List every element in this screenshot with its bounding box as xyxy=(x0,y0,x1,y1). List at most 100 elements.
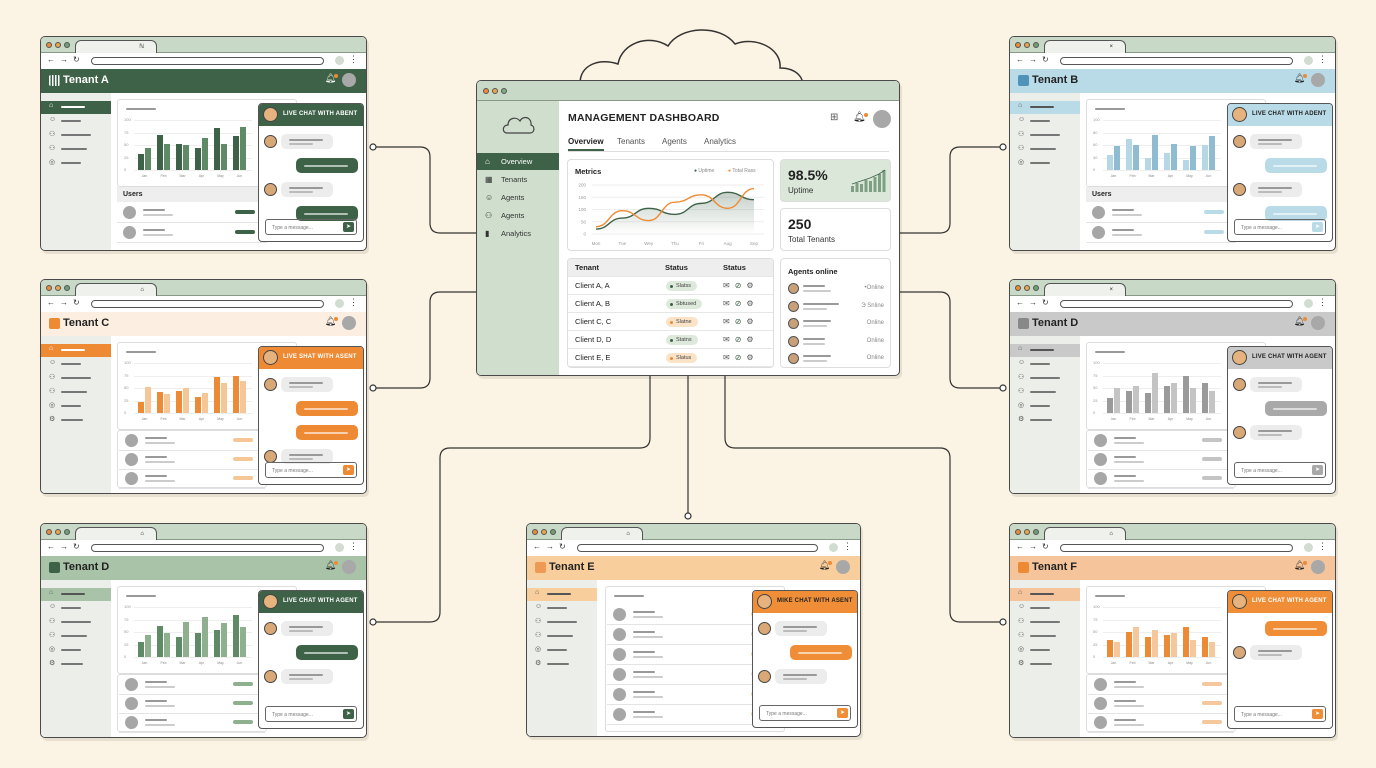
sidebar-item[interactable]: ⚙ xyxy=(1010,414,1080,426)
list-item[interactable] xyxy=(1086,203,1236,223)
profile-icon[interactable] xyxy=(335,56,344,65)
sidebar-item[interactable]: ⚇ xyxy=(41,372,111,384)
browser-nav-icons[interactable]: ←→↻ xyxy=(1016,298,1054,307)
agent-row[interactable]: Э Snline xyxy=(788,299,884,316)
message-input[interactable]: Type a message... ➤ xyxy=(759,705,851,721)
sidebar-item[interactable]: ⚇ xyxy=(41,616,111,628)
close-dot[interactable] xyxy=(1015,285,1021,291)
minimize-dot[interactable] xyxy=(1024,285,1030,291)
maximize-dot[interactable] xyxy=(501,88,507,94)
minimize-dot[interactable] xyxy=(1024,42,1030,48)
browser-nav-icons[interactable]: ←→↻ xyxy=(533,542,571,551)
send-icon[interactable]: ➤ xyxy=(343,465,354,475)
sidebar-item[interactable]: ⚇ xyxy=(41,143,111,155)
send-icon[interactable]: ➤ xyxy=(1312,465,1323,475)
maximize-dot[interactable] xyxy=(1033,285,1039,291)
more-icon[interactable]: ⋮ xyxy=(349,297,358,307)
profile-icon[interactable] xyxy=(335,543,344,552)
table-row[interactable]: Client A, B Sbtused ✉⊘⚙ xyxy=(568,295,773,313)
url-input[interactable] xyxy=(1060,57,1293,65)
gear-icon[interactable]: ⚙ xyxy=(746,335,759,344)
message-input[interactable]: Type a message... ➤ xyxy=(1234,706,1326,722)
list-item[interactable] xyxy=(117,223,267,243)
minimize-dot[interactable] xyxy=(55,42,61,48)
sidebar-item[interactable]: ⌂ xyxy=(1010,101,1080,114)
send-icon[interactable]: ➤ xyxy=(1312,222,1323,232)
list-item[interactable] xyxy=(1088,431,1234,451)
avatar[interactable] xyxy=(342,73,356,87)
bell-icon[interactable]: 🔔︎ xyxy=(324,560,339,570)
sidebar-item[interactable]: ⚙ xyxy=(41,658,111,670)
maximize-dot[interactable] xyxy=(550,529,556,535)
check-icon[interactable]: ⊘ xyxy=(734,317,747,326)
bell-icon[interactable]: 🔔︎ xyxy=(324,73,339,83)
list-item[interactable] xyxy=(119,713,265,733)
sidebar-item[interactable]: ☺ xyxy=(1010,602,1080,614)
bell-icon[interactable]: 🔔︎ xyxy=(1293,560,1308,570)
tab-close-icon[interactable]: × xyxy=(1109,287,1113,293)
browser-nav-icons[interactable]: ←→↻ xyxy=(47,298,85,307)
tab-close-icon[interactable]: ⌂ xyxy=(140,287,144,293)
sidebar-item[interactable]: ☺ xyxy=(1010,115,1080,127)
sidebar-item[interactable]: ◎ xyxy=(1010,644,1080,656)
message-input[interactable]: Type a message... ➤ xyxy=(265,219,357,235)
grid-icon[interactable]: ⊞ xyxy=(830,112,839,123)
sidebar-item-agents[interactable]: ⚇ Agents xyxy=(477,207,559,224)
maximize-dot[interactable] xyxy=(1033,42,1039,48)
list-item[interactable] xyxy=(1088,675,1234,695)
tab-agents[interactable]: Agents xyxy=(662,137,687,146)
minimize-dot[interactable] xyxy=(492,88,498,94)
browser-tab[interactable]: ℕ xyxy=(75,40,157,54)
list-item[interactable] xyxy=(1088,713,1234,733)
profile-icon[interactable] xyxy=(1304,543,1313,552)
profile-icon[interactable] xyxy=(829,543,838,552)
more-icon[interactable]: ⋮ xyxy=(1318,297,1327,307)
sidebar-item[interactable]: ⚇ xyxy=(1010,143,1080,155)
check-icon[interactable]: ⊘ xyxy=(734,281,747,290)
check-icon[interactable]: ⊘ xyxy=(734,299,747,308)
sidebar-item-tenants[interactable]: ▦ Tenants xyxy=(477,171,559,188)
minimize-dot[interactable] xyxy=(541,529,547,535)
bell-icon[interactable]: 🔔︎ xyxy=(1293,316,1308,326)
avatar[interactable] xyxy=(1311,73,1325,87)
avatar[interactable] xyxy=(836,560,850,574)
browser-nav-icons[interactable]: ←→↻ xyxy=(1016,542,1054,551)
tab-analytics[interactable]: Analytics xyxy=(704,137,737,146)
tab-close-icon[interactable]: × xyxy=(1109,44,1113,50)
table-row[interactable]: Client A, A Slatss ✉⊘⚙ xyxy=(568,277,773,295)
bell-icon[interactable]: 🔔︎ xyxy=(853,112,868,123)
close-dot[interactable] xyxy=(1015,42,1021,48)
sidebar-item[interactable]: ◎ xyxy=(41,400,111,412)
sidebar-item[interactable]: ☺ xyxy=(41,115,111,127)
avatar[interactable] xyxy=(1311,560,1325,574)
table-row[interactable]: Client D, D Statns ✉⊘⚙ xyxy=(568,331,773,349)
send-icon[interactable]: ➤ xyxy=(1312,709,1323,719)
sidebar-item[interactable]: ⚇ xyxy=(41,386,111,398)
list-item[interactable] xyxy=(1086,223,1236,243)
table-row[interactable]: Client C, C Slatne ✉⊘⚙ xyxy=(568,313,773,331)
browser-tab[interactable]: ⌂ xyxy=(561,527,643,541)
maximize-dot[interactable] xyxy=(1033,529,1039,535)
sidebar-item[interactable]: ◎ xyxy=(1010,400,1080,412)
mail-icon[interactable]: ✉ xyxy=(723,317,735,326)
sidebar-item[interactable]: ◎ xyxy=(41,157,111,169)
mail-icon[interactable]: ✉ xyxy=(723,353,735,362)
sidebar-item[interactable]: ◎ xyxy=(1010,157,1080,169)
mail-icon[interactable]: ✉ xyxy=(723,299,735,308)
tab-tenants[interactable]: Tenants xyxy=(617,137,646,146)
gear-icon[interactable]: ⚙ xyxy=(746,299,759,308)
more-icon[interactable]: ⋮ xyxy=(1318,541,1327,551)
avatar[interactable] xyxy=(1311,316,1325,330)
check-icon[interactable]: ⊘ xyxy=(734,353,747,362)
maximize-dot[interactable] xyxy=(64,42,70,48)
avatar[interactable] xyxy=(342,560,356,574)
sidebar-item[interactable]: ⚙ xyxy=(1010,658,1080,670)
close-dot[interactable] xyxy=(46,529,52,535)
gear-icon[interactable]: ⚙ xyxy=(746,353,759,362)
bell-icon[interactable]: 🔔︎ xyxy=(818,560,833,570)
sidebar-item[interactable]: ⚇ xyxy=(1010,129,1080,141)
sidebar-item[interactable]: ☺ xyxy=(41,602,111,614)
check-icon[interactable]: ⊘ xyxy=(734,335,747,344)
browser-tab[interactable]: ⌂ xyxy=(75,527,157,541)
close-dot[interactable] xyxy=(46,42,52,48)
